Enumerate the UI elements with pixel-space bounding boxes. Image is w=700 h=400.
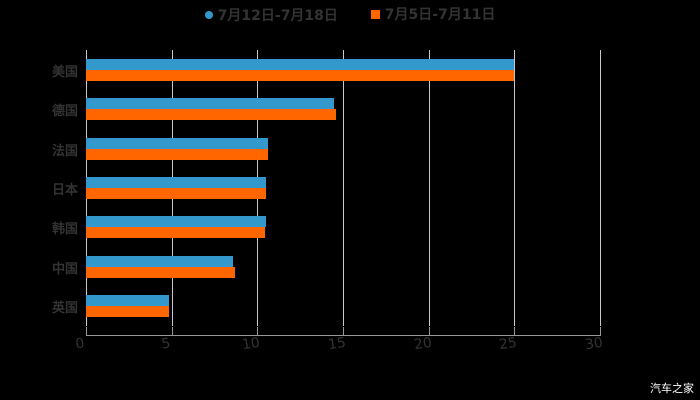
gridline: [514, 50, 515, 326]
x-tick: [86, 327, 87, 335]
bar[interactable]: [86, 138, 268, 149]
x-tick-label: 30: [578, 334, 610, 354]
category-label: 法国: [30, 140, 78, 159]
x-tick-label: 10: [235, 334, 267, 354]
legend-square-icon: [371, 10, 380, 19]
bar[interactable]: [86, 59, 514, 70]
legend-item-week2[interactable]: 7月12日-7月18日: [205, 5, 338, 25]
x-tick-label: 5: [150, 334, 182, 354]
chart-legend: 7月12日-7月18日 7月5日-7月11日: [0, 4, 700, 24]
category-label: 中国: [30, 258, 78, 277]
bar[interactable]: [86, 267, 235, 278]
x-tick-label: 20: [407, 334, 439, 354]
x-tick-label: 25: [492, 334, 524, 354]
category-label: 美国: [30, 61, 78, 80]
bar[interactable]: [86, 70, 514, 81]
bar[interactable]: [86, 188, 266, 199]
gridline: [343, 50, 344, 326]
x-tick: [429, 327, 430, 335]
gridline: [429, 50, 430, 326]
bar[interactable]: [86, 295, 169, 306]
bar[interactable]: [86, 109, 336, 120]
x-tick: [600, 327, 601, 335]
bar[interactable]: [86, 256, 233, 267]
gridline: [600, 50, 601, 326]
x-tick-label: 15: [321, 334, 353, 354]
category-label: 日本: [30, 179, 78, 198]
x-tick: [343, 327, 344, 335]
legend-circle-icon: [205, 11, 213, 19]
legend-label: 7月5日-7月11日: [385, 4, 496, 24]
bar[interactable]: [86, 149, 268, 160]
category-label: 德国: [30, 100, 78, 119]
bar[interactable]: [86, 177, 266, 188]
bar[interactable]: [86, 216, 266, 227]
watermark: 汽车之家: [650, 380, 694, 396]
bar[interactable]: [86, 306, 169, 317]
legend-label: 7月12日-7月18日: [218, 5, 338, 25]
category-label: 韩国: [30, 218, 78, 237]
category-label: 英国: [30, 297, 78, 316]
bar[interactable]: [86, 227, 265, 238]
x-tick: [172, 327, 173, 335]
x-tick-label: 0: [64, 334, 96, 354]
legend-item-week1[interactable]: 7月5日-7月11日: [371, 4, 496, 24]
bar[interactable]: [86, 98, 334, 109]
